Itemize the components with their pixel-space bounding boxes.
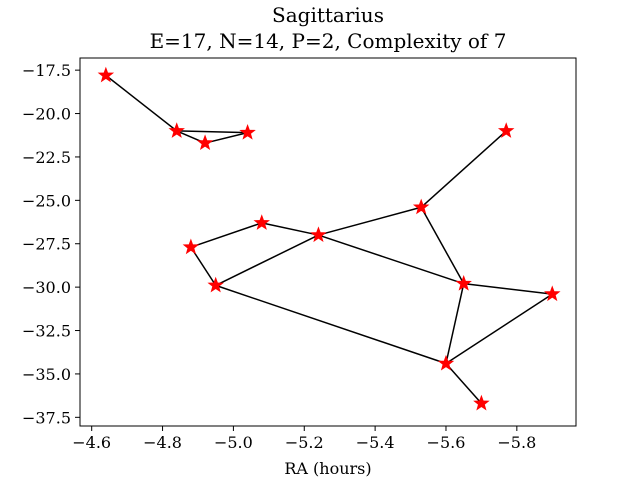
constellation-edge xyxy=(190,222,262,248)
constellation-edge xyxy=(215,284,447,365)
star-marker xyxy=(455,274,472,291)
star-marker xyxy=(207,276,224,293)
x-tick-label: −4.8 xyxy=(143,433,182,452)
x-tick-label: −5.4 xyxy=(356,433,395,452)
constellation-edge xyxy=(318,234,464,285)
y-tick-label: −32.5 xyxy=(22,322,71,341)
y-tick-label: −35.0 xyxy=(22,365,71,384)
x-axis: −4.6 −4.8 −5.0 −5.2 −5.4 −5.6 −5.8 xyxy=(72,426,536,452)
star-marker xyxy=(310,226,327,243)
star-marker xyxy=(437,354,455,371)
y-tick-label: −20.0 xyxy=(22,105,71,124)
star-marker xyxy=(253,214,270,230)
constellation-edge xyxy=(463,282,553,295)
x-tick-label: −4.6 xyxy=(72,433,111,452)
y-tick-label: −22.5 xyxy=(22,148,71,167)
star-marker xyxy=(97,66,115,83)
chart-title: Sagittarius E=17, N=14, P=2, Complexity … xyxy=(150,3,507,53)
constellation-edge xyxy=(204,131,248,144)
x-tick-label: −5.2 xyxy=(285,433,324,452)
y-axis: −17.5 −20.0 −22.5 −25.0 −27.5 −30.0 −32.5 −35.0… xyxy=(22,61,80,427)
constellation-edge xyxy=(445,293,553,365)
constellation-edge xyxy=(105,74,178,132)
y-tick-label: −25.0 xyxy=(22,191,71,210)
x-tick-label: −5.6 xyxy=(427,433,466,452)
star-marker xyxy=(497,122,515,138)
y-tick-label: −27.5 xyxy=(22,235,71,254)
x-tick-label: −5.8 xyxy=(497,433,536,452)
star-marker xyxy=(412,198,430,215)
constellation-edge xyxy=(420,130,507,208)
constellation-edge xyxy=(445,363,482,404)
x-axis-label: RA (hours) xyxy=(284,459,371,478)
star-marker xyxy=(544,285,561,302)
chart-title-line2: E=17, N=14, P=2, Complexity of 7 xyxy=(150,29,507,53)
constellation-edge xyxy=(445,283,465,364)
y-tick-label: −37.5 xyxy=(22,408,71,427)
constellation-edge xyxy=(176,130,248,134)
star-marker xyxy=(239,123,256,140)
y-tick-label: −30.0 xyxy=(22,278,71,297)
star-marker xyxy=(196,134,214,151)
star-marker xyxy=(168,122,185,138)
constellation-edge xyxy=(215,234,319,287)
edges-layer xyxy=(105,74,553,404)
stars-layer xyxy=(97,66,561,411)
plot-area xyxy=(79,57,577,427)
constellation-edge xyxy=(261,222,319,236)
constellation-edge xyxy=(318,206,422,236)
star-marker xyxy=(182,238,200,255)
star-marker xyxy=(473,394,490,411)
y-tick-label: −17.5 xyxy=(22,61,71,80)
x-tick-label: −5.0 xyxy=(214,433,253,452)
constellation-edge xyxy=(420,206,465,285)
chart-title-line1: Sagittarius xyxy=(272,3,384,27)
